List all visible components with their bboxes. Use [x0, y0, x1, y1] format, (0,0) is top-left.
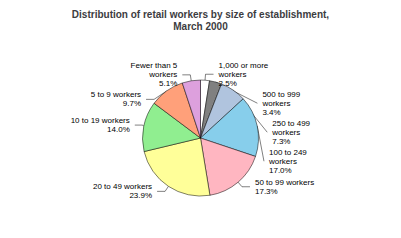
svg-text:workers: workers	[268, 157, 297, 166]
svg-text:17.3%: 17.3%	[255, 187, 278, 196]
svg-text:20 to 49 workers: 20 to 49 workers	[93, 182, 152, 191]
svg-text:23.9%: 23.9%	[129, 191, 152, 200]
svg-text:workers: workers	[148, 70, 177, 79]
svg-text:3.4%: 3.4%	[262, 108, 280, 117]
svg-text:2.5%: 2.5%	[219, 79, 237, 88]
svg-text:5 to 9 workers: 5 to 9 workers	[91, 90, 141, 99]
svg-text:Fewer than 5: Fewer than 5	[131, 61, 178, 70]
svg-text:50 to 99 workers: 50 to 99 workers	[255, 178, 314, 187]
svg-text:1,000 or more: 1,000 or more	[219, 61, 269, 70]
svg-text:10 to 19 workers: 10 to 19 workers	[71, 116, 130, 125]
svg-text:workers: workers	[261, 99, 290, 108]
svg-text:5.1%: 5.1%	[159, 79, 177, 88]
svg-text:500 to 999: 500 to 999	[262, 90, 300, 99]
svg-text:workers: workers	[218, 70, 247, 79]
svg-text:17.0%: 17.0%	[269, 166, 292, 175]
svg-text:9.7%: 9.7%	[123, 99, 141, 108]
svg-text:100 to 249: 100 to 249	[269, 148, 307, 157]
svg-text:250 to 499: 250 to 499	[272, 119, 310, 128]
svg-text:14.0%: 14.0%	[107, 125, 130, 134]
svg-text:Distribution of retail workers: Distribution of retail workers by size o…	[72, 9, 329, 20]
svg-text:workers: workers	[271, 128, 300, 137]
svg-text:March 2000: March 2000	[173, 21, 228, 32]
svg-text:7.3%: 7.3%	[272, 137, 290, 146]
